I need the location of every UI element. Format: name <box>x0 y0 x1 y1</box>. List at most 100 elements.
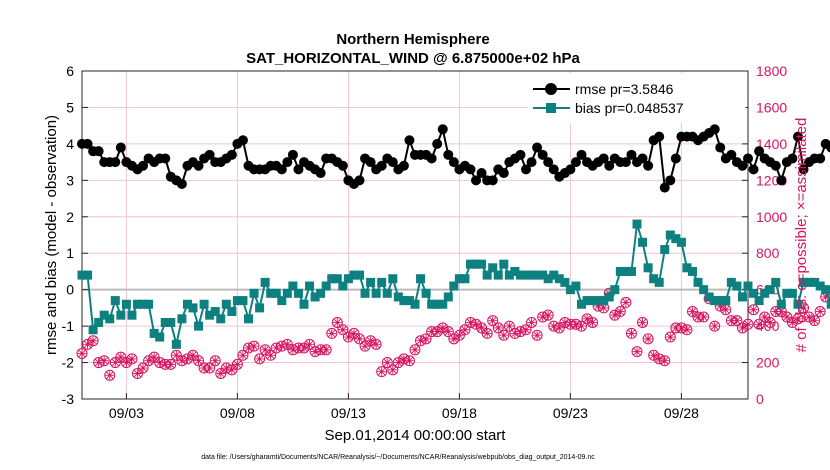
obs-assimilated-point <box>643 334 653 344</box>
bias-point <box>194 321 204 331</box>
obs-assimilated-point <box>377 367 386 376</box>
bias-point <box>688 266 697 276</box>
obs-assimilated-point <box>194 356 203 366</box>
obs-assimilated-point <box>238 350 248 360</box>
y-right-tick-label: 0 <box>756 391 764 407</box>
bias-point <box>221 299 231 309</box>
obs-assimilated-point <box>660 356 670 366</box>
bias-point <box>121 299 131 309</box>
rmse-point <box>487 175 498 186</box>
bias-point <box>388 274 398 284</box>
obs-assimilated-point <box>599 303 608 313</box>
bias-point <box>488 263 498 273</box>
obs-possible-point <box>193 355 205 367</box>
rmse-point <box>654 131 665 142</box>
rmse-point <box>792 131 803 142</box>
x-tick-label: 09/08 <box>220 405 255 421</box>
bias-point <box>732 281 742 291</box>
obs-possible-point <box>736 322 748 334</box>
bias-point <box>604 292 614 302</box>
rmse-point <box>437 124 448 135</box>
bias-point <box>105 314 115 324</box>
bias-point <box>554 274 564 284</box>
obs-assimilated-point <box>83 340 92 349</box>
bias-point <box>749 288 759 298</box>
bias-point <box>721 296 731 306</box>
rmse-point <box>365 157 376 168</box>
obs-assimilated-point <box>427 327 436 336</box>
obs-possible-point <box>82 338 94 350</box>
obs-possible-point <box>137 362 149 374</box>
rmse-point <box>743 153 753 164</box>
obs-possible-point <box>403 355 415 367</box>
bias-point <box>454 274 464 284</box>
bias-point <box>821 285 830 295</box>
bias-point <box>726 277 736 287</box>
obs-possible-point <box>93 357 105 369</box>
y-left-tick-label: -2 <box>62 355 75 371</box>
bias-point <box>138 299 148 309</box>
obs-possible-point <box>181 353 193 365</box>
chart-title: Northern Hemisphere <box>336 31 489 48</box>
obs-assimilated-point <box>593 301 603 311</box>
x-tick-label: 09/13 <box>331 405 366 421</box>
rmse-point <box>826 142 830 153</box>
obs-possible-point <box>398 353 410 365</box>
obs-possible-point <box>786 316 798 328</box>
obs-assimilated-point <box>588 318 597 327</box>
obs-assimilated-point <box>116 352 126 362</box>
obs-assimilated-point <box>94 358 103 367</box>
obs-possible-point <box>753 318 765 330</box>
obs-possible-point <box>370 338 382 350</box>
bias-point <box>271 288 281 298</box>
bias-point <box>410 299 420 309</box>
obs-assimilated-point <box>327 329 337 338</box>
obs-possible-point <box>143 355 155 367</box>
bias-point <box>599 296 609 306</box>
obs-assimilated-point <box>771 307 781 316</box>
obs-possible-point <box>803 311 815 323</box>
bias-point <box>737 292 747 302</box>
obs-assimilated-point <box>516 327 525 336</box>
bias-point <box>793 299 803 309</box>
rmse-point <box>515 149 526 160</box>
obs-assimilated-point <box>149 352 159 362</box>
obs-possible-point <box>503 320 515 332</box>
y-right-tick-label: 200 <box>756 355 780 371</box>
obs-assimilated-point <box>444 327 453 336</box>
obs-assimilated-point <box>799 303 808 313</box>
rmse-point <box>737 160 748 171</box>
bias-point <box>693 277 703 287</box>
obs-assimilated-point <box>765 318 775 327</box>
bias-point <box>826 299 830 309</box>
rmse-point <box>576 149 587 160</box>
bias-point <box>649 274 659 284</box>
obs-possible-point <box>681 324 693 336</box>
obs-assimilated-point <box>277 341 287 351</box>
rmse-point <box>387 157 398 168</box>
x-tick-label: 09/18 <box>442 405 477 421</box>
obs-possible-point <box>442 326 454 338</box>
bias-point <box>83 270 93 280</box>
obs-possible-point <box>664 331 676 343</box>
obs-assimilated-point <box>111 358 120 367</box>
obs-possible-point <box>648 349 660 361</box>
bias-point <box>293 288 303 298</box>
rmse-point <box>626 149 637 160</box>
obs-possible-point <box>659 355 671 367</box>
bias-point <box>560 277 570 287</box>
obs-assimilated-point <box>477 323 486 333</box>
bias-point <box>466 259 475 269</box>
bias-point <box>282 288 292 298</box>
bias-point <box>99 310 109 320</box>
obs-possible-point <box>448 333 460 345</box>
obs-possible-point <box>304 338 316 350</box>
obs-possible-point <box>120 357 132 369</box>
bias-point <box>799 277 808 287</box>
bias-point <box>110 296 120 306</box>
obs-assimilated-point <box>366 336 375 345</box>
obs-assimilated-point <box>455 330 464 340</box>
obs-assimilated-point <box>183 354 192 364</box>
obs-assimilated-point <box>260 345 270 355</box>
rmse-point <box>82 138 93 149</box>
